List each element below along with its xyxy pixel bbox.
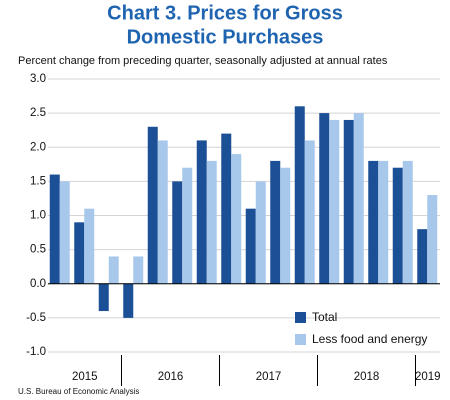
bar: [417, 229, 428, 284]
bar: [270, 160, 281, 284]
bar: [353, 113, 364, 284]
bar: [402, 160, 413, 284]
y-tick-label: 2.0: [30, 141, 46, 153]
chart-subtitle: Percent change from preceding quarter, s…: [18, 55, 388, 67]
bar: [147, 126, 158, 284]
source-note: U.S. Bureau of Economic Analysis: [18, 387, 139, 396]
bar: [319, 113, 330, 284]
x-tick-label: 2017: [256, 371, 282, 383]
x-tick-label: 2018: [354, 371, 380, 383]
bar: [98, 283, 109, 312]
y-tick-label: 0.5: [30, 244, 46, 256]
bar: [172, 181, 183, 284]
x-tick-label: 2015: [72, 371, 98, 383]
bar: [378, 160, 389, 284]
bar: [245, 208, 256, 284]
y-tick-label: 3.0: [30, 73, 46, 85]
x-tick-label: 2016: [158, 371, 184, 383]
legend-label: Less food and energy: [312, 332, 427, 346]
bar: [343, 119, 354, 284]
x-tick-label: 2019: [415, 371, 441, 383]
bar: [123, 283, 134, 318]
bar: [108, 256, 119, 284]
bar: [294, 106, 305, 284]
y-tick-label: 2.5: [30, 107, 46, 119]
bar: [59, 181, 70, 284]
y-tick-label: 1.0: [30, 210, 46, 222]
bar: [368, 160, 379, 284]
legend-swatch: [295, 334, 306, 345]
bar: [280, 167, 291, 284]
bar: [133, 256, 144, 284]
bar: [74, 222, 85, 284]
bar: [206, 160, 217, 284]
chart-title: Chart 3. Prices for Gross: [107, 2, 343, 24]
y-tick-label: 1.5: [30, 175, 46, 187]
bar: [157, 140, 168, 284]
bar: [182, 167, 193, 284]
y-tick-label: -1.0: [26, 346, 46, 358]
bar: [231, 154, 242, 284]
bar: [255, 181, 266, 284]
bar: [427, 195, 438, 284]
bar: [392, 167, 403, 284]
legend-swatch: [295, 312, 306, 323]
bar: [84, 208, 95, 284]
y-tick-label: 0.0: [30, 278, 46, 290]
legend-label: Total: [312, 310, 337, 324]
chart-title: Domestic Purchases: [127, 26, 324, 48]
bar: [221, 133, 232, 284]
bar: [329, 119, 340, 284]
y-tick-label: -0.5: [26, 312, 46, 324]
bar: [304, 140, 315, 284]
bar: [196, 140, 207, 284]
bar: [49, 174, 60, 284]
